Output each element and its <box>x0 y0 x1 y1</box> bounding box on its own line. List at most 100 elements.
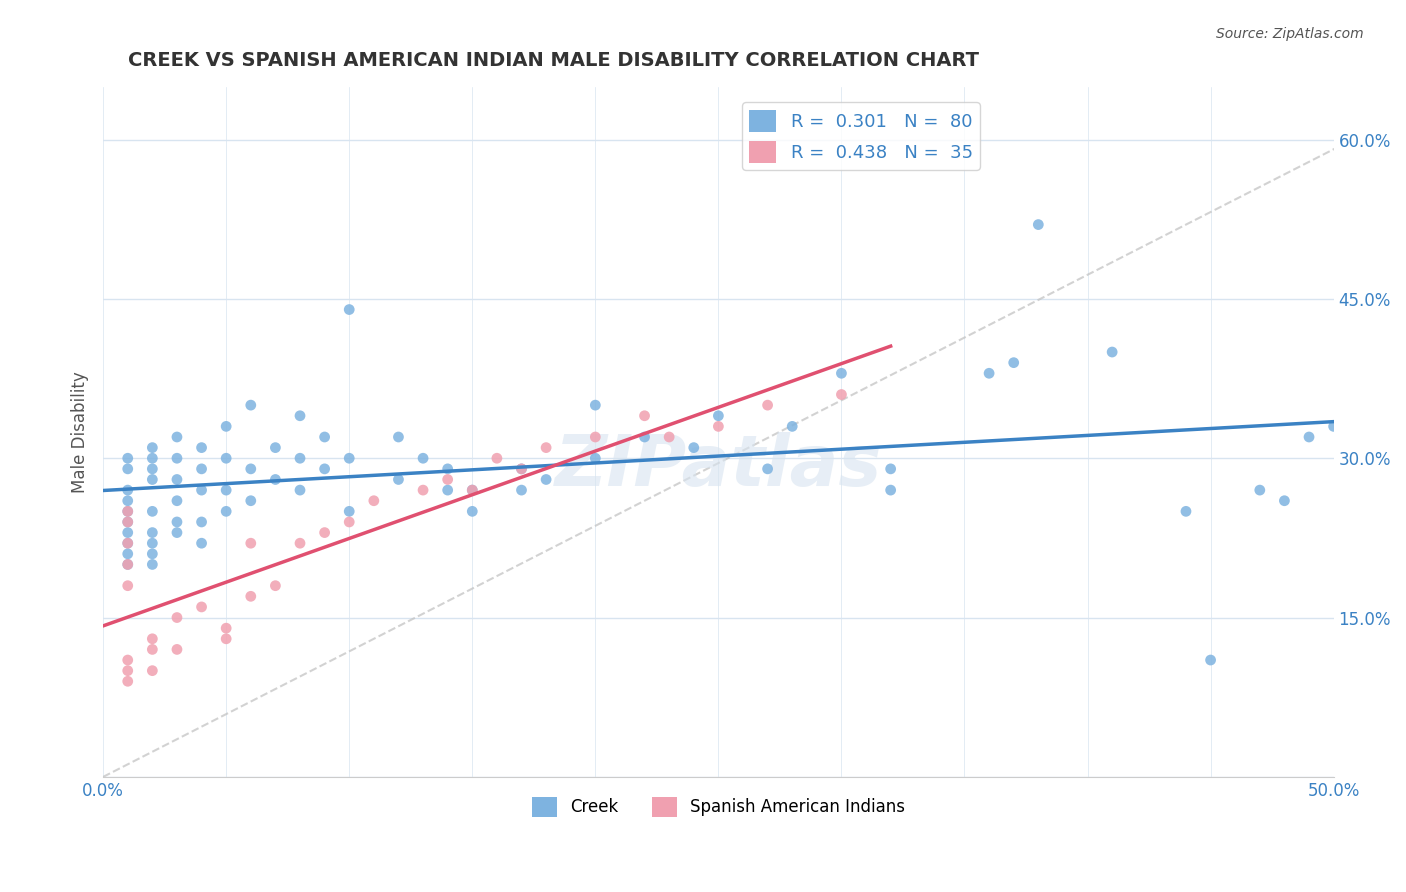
Point <box>215 504 238 518</box>
Point <box>239 536 262 550</box>
Point <box>879 483 901 497</box>
Point <box>190 536 212 550</box>
Point <box>461 504 484 518</box>
Point <box>117 653 139 667</box>
Point <box>141 451 163 466</box>
Point <box>190 599 212 614</box>
Point <box>337 451 360 466</box>
Point <box>1026 218 1049 232</box>
Point <box>337 515 360 529</box>
Point <box>141 525 163 540</box>
Point <box>510 462 533 476</box>
Point <box>707 409 730 423</box>
Point <box>166 525 188 540</box>
Point <box>166 642 188 657</box>
Point <box>977 366 1000 380</box>
Point <box>830 387 852 401</box>
Point <box>117 558 139 572</box>
Point <box>1199 653 1222 667</box>
Point <box>510 462 533 476</box>
Point <box>756 462 779 476</box>
Point <box>436 462 458 476</box>
Legend: Creek, Spanish American Indians: Creek, Spanish American Indians <box>524 790 911 823</box>
Point <box>141 558 163 572</box>
Text: ZIPatlas: ZIPatlas <box>555 432 882 500</box>
Point <box>314 525 336 540</box>
Point <box>756 398 779 412</box>
Point <box>215 419 238 434</box>
Point <box>633 430 655 444</box>
Point <box>830 366 852 380</box>
Point <box>707 419 730 434</box>
Point <box>141 642 163 657</box>
Point <box>239 590 262 604</box>
Point <box>288 483 311 497</box>
Point <box>239 398 262 412</box>
Point <box>141 441 163 455</box>
Point <box>117 504 139 518</box>
Point <box>117 515 139 529</box>
Point <box>215 621 238 635</box>
Point <box>141 632 163 646</box>
Point <box>166 451 188 466</box>
Point <box>363 493 385 508</box>
Point <box>412 451 434 466</box>
Point <box>510 483 533 497</box>
Point <box>436 473 458 487</box>
Point <box>1175 504 1198 518</box>
Point <box>141 473 163 487</box>
Text: Source: ZipAtlas.com: Source: ZipAtlas.com <box>1216 27 1364 41</box>
Point <box>117 462 139 476</box>
Point <box>288 409 311 423</box>
Point <box>1298 430 1320 444</box>
Point <box>166 610 188 624</box>
Point <box>239 462 262 476</box>
Point <box>117 504 139 518</box>
Point <box>583 398 606 412</box>
Point <box>879 462 901 476</box>
Point <box>264 473 287 487</box>
Point <box>387 430 409 444</box>
Point <box>337 302 360 317</box>
Point <box>314 462 336 476</box>
Point <box>166 515 188 529</box>
Point <box>461 483 484 497</box>
Point <box>412 483 434 497</box>
Point <box>166 430 188 444</box>
Point <box>1249 483 1271 497</box>
Point <box>314 430 336 444</box>
Point <box>117 664 139 678</box>
Point <box>1274 493 1296 508</box>
Text: CREEK VS SPANISH AMERICAN INDIAN MALE DISABILITY CORRELATION CHART: CREEK VS SPANISH AMERICAN INDIAN MALE DI… <box>128 51 979 70</box>
Point <box>682 441 704 455</box>
Point <box>264 579 287 593</box>
Point <box>461 483 484 497</box>
Point <box>117 451 139 466</box>
Point <box>387 473 409 487</box>
Point <box>190 515 212 529</box>
Point <box>288 536 311 550</box>
Point <box>117 493 139 508</box>
Point <box>239 493 262 508</box>
Point <box>1323 419 1346 434</box>
Point <box>141 504 163 518</box>
Point <box>633 409 655 423</box>
Point <box>288 451 311 466</box>
Point <box>117 674 139 689</box>
Point <box>583 430 606 444</box>
Point <box>166 493 188 508</box>
Point <box>141 547 163 561</box>
Point <box>1002 356 1025 370</box>
Point <box>264 441 287 455</box>
Point <box>337 504 360 518</box>
Point <box>141 536 163 550</box>
Point <box>215 632 238 646</box>
Point <box>117 525 139 540</box>
Point <box>117 579 139 593</box>
Point <box>117 547 139 561</box>
Point <box>141 664 163 678</box>
Point <box>215 451 238 466</box>
Point <box>215 483 238 497</box>
Point <box>190 441 212 455</box>
Point <box>117 515 139 529</box>
